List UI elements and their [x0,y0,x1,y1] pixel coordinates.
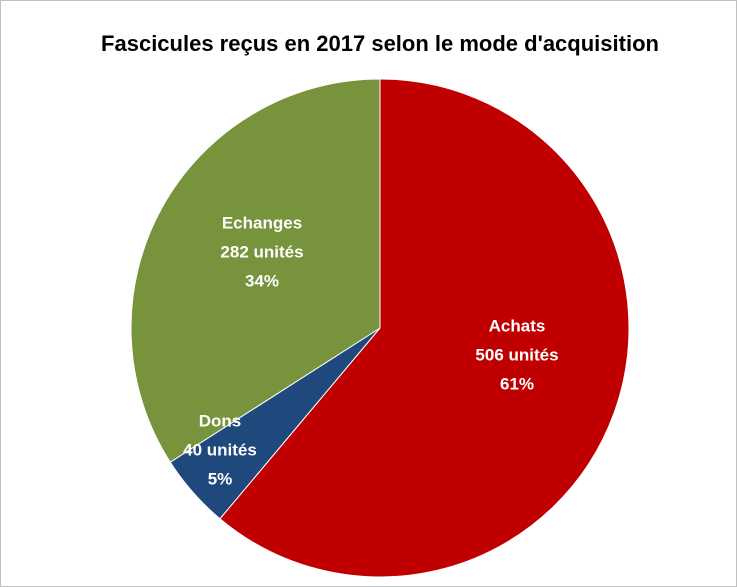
slice-name: Achats [489,316,546,335]
pie-slice [219,78,630,578]
slice-name: Dons [199,411,242,430]
slice-value-label: 40 unités [183,440,257,459]
chart-title: Fascicules reçus en 2017 selon le mode d… [101,31,659,56]
slice-name: Echanges [222,213,302,232]
pie-slice [130,78,381,463]
slice-value-label: 282 unités [220,242,303,261]
slice-percent-label: 5% [208,469,233,488]
slice-percent-label: 34% [245,271,279,290]
slice-value-label: 506 unités [475,345,558,364]
slice-percent-label: 61% [500,374,534,393]
